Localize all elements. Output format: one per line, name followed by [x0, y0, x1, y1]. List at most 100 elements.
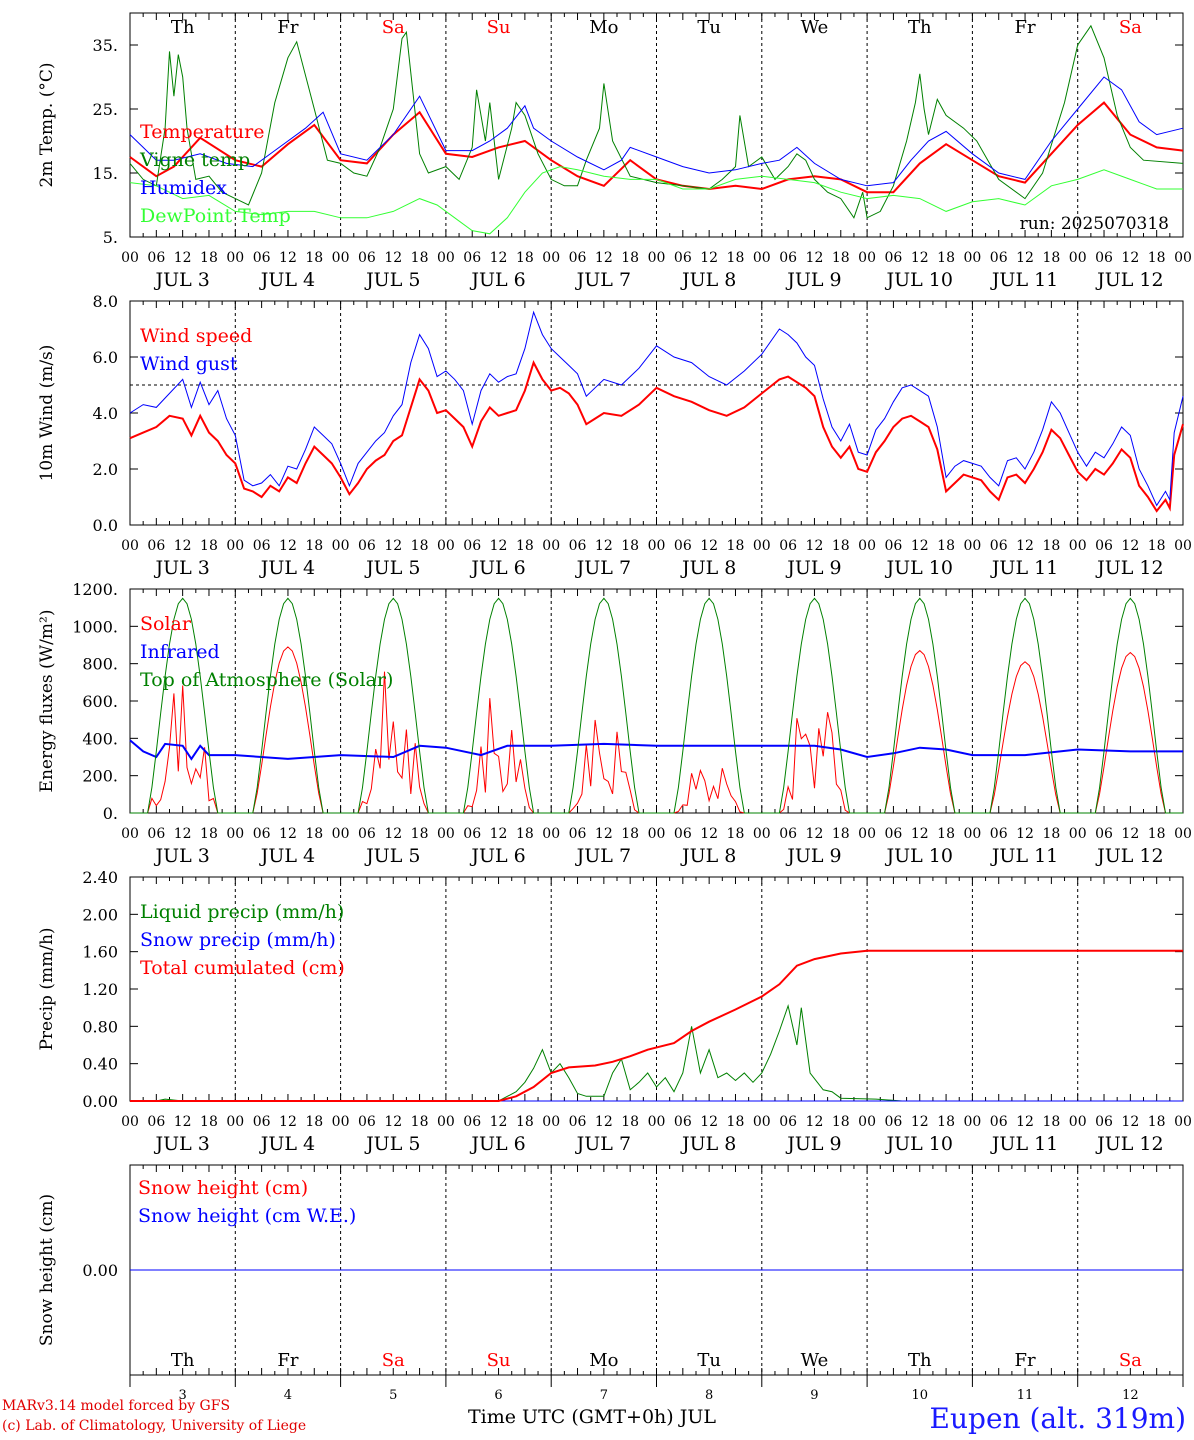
hour-tick-label: 06	[147, 250, 165, 266]
hour-tick-label: 00	[1069, 538, 1087, 554]
hour-tick-label: 00	[226, 1114, 244, 1130]
day-name: Th	[908, 17, 932, 38]
hour-tick-label: 18	[727, 250, 745, 266]
series-line-wind-gust	[129, 310, 1184, 507]
hour-tick-label: 12	[174, 1114, 192, 1130]
y-axis-label: 10m Wind (m/s)	[37, 345, 57, 482]
hour-tick-label: 00	[753, 538, 771, 554]
series-line-vigne-temp	[129, 24, 1184, 219]
hour-tick-label: 00	[648, 538, 666, 554]
y-tick-label: 1200.	[72, 580, 118, 599]
hour-tick-label: 06	[674, 1114, 692, 1130]
date-label: JUL 11	[990, 845, 1058, 867]
date-label: JUL 4	[259, 269, 315, 291]
hour-tick-label: 18	[1148, 538, 1166, 554]
x-axis-label: Time UTC (GMT+0h) JUL	[468, 1406, 716, 1428]
hour-tick-label: 00	[121, 826, 139, 842]
hour-tick-label: 18	[411, 826, 429, 842]
hour-tick-label: 06	[674, 826, 692, 842]
hour-tick-label: 00	[332, 538, 350, 554]
day-name: Fr	[277, 17, 298, 38]
day-name: We	[801, 1350, 829, 1371]
series-line-total-cumulated-cm-	[130, 949, 1183, 1102]
y-tick-label: 2.0	[93, 460, 118, 479]
hour-tick-label: 12	[384, 538, 402, 554]
hour-tick-label: 00	[226, 250, 244, 266]
hour-tick-label: 12	[806, 538, 824, 554]
hour-tick-label: 00	[1174, 826, 1192, 842]
date-number: 12	[1122, 1388, 1139, 1403]
day-name: Tu	[697, 1350, 721, 1371]
hour-tick-label: 12	[384, 1114, 402, 1130]
y-tick-label: 6.0	[93, 348, 118, 367]
hour-tick-label: 12	[595, 826, 613, 842]
hour-tick-label: 12	[1016, 538, 1034, 554]
day-name: Su	[487, 17, 511, 38]
hour-tick-label: 18	[200, 826, 218, 842]
hour-tick-label: 18	[1042, 538, 1060, 554]
hour-tick-label: 12	[490, 250, 508, 266]
y-tick-label: 600.	[82, 692, 118, 711]
hour-tick-label: 06	[358, 1114, 376, 1130]
legend-entry: Snow height (cm)	[138, 1177, 308, 1199]
hour-tick-label: 18	[832, 826, 850, 842]
hour-tick-label: 18	[305, 538, 323, 554]
hour-tick-label: 12	[1016, 250, 1034, 266]
y-tick-label: 0.00	[82, 1092, 118, 1111]
series-line-wind-speed	[129, 359, 1184, 513]
day-name: Fr	[1015, 17, 1036, 38]
hour-tick-label: 18	[305, 1114, 323, 1130]
model-credit: MARv3.14 model forced by GFS	[2, 1398, 231, 1414]
legend-entry: Infrared	[140, 641, 220, 663]
day-name: Su	[487, 1350, 511, 1371]
hour-tick-label: 06	[358, 538, 376, 554]
panel-frame-2	[129, 588, 1184, 814]
y-tick-label: 0.40	[82, 1055, 118, 1074]
hour-tick-label: 18	[516, 1114, 534, 1130]
hour-tick-label: 06	[779, 538, 797, 554]
hour-tick-label: 06	[253, 538, 271, 554]
date-number: 10	[911, 1388, 928, 1403]
station-title: Eupen (alt. 319m)	[929, 1402, 1186, 1435]
day-name: Mo	[589, 17, 618, 38]
date-label: JUL 10	[885, 269, 953, 291]
hour-tick-label: 06	[253, 826, 271, 842]
date-label: JUL 7	[575, 1133, 631, 1155]
hour-tick-label: 00	[121, 1114, 139, 1130]
hour-tick-label: 18	[1042, 1114, 1060, 1130]
hour-tick-label: 18	[621, 538, 639, 554]
hour-tick-label: 06	[463, 1114, 481, 1130]
hour-tick-label: 18	[832, 538, 850, 554]
hour-tick-label: 00	[542, 250, 560, 266]
hour-tick-label: 06	[779, 1114, 797, 1130]
hour-tick-label: 12	[490, 826, 508, 842]
hour-tick-label: 18	[937, 250, 955, 266]
hour-tick-label: 12	[595, 538, 613, 554]
date-label: JUL 7	[575, 845, 631, 867]
legend-entry: DewPoint Temp	[140, 205, 291, 227]
hour-tick-label: 06	[569, 538, 587, 554]
hour-tick-label: 00	[437, 250, 455, 266]
hour-tick-label: 00	[437, 538, 455, 554]
hour-tick-label: 00	[963, 250, 981, 266]
y-tick-label: 200.	[82, 767, 118, 786]
date-label: JUL 5	[364, 1133, 420, 1155]
hour-tick-label: 00	[648, 250, 666, 266]
hour-tick-label: 00	[437, 1114, 455, 1130]
date-label: JUL 3	[153, 845, 209, 867]
hour-tick-label: 18	[1042, 250, 1060, 266]
hour-tick-label: 06	[569, 826, 587, 842]
hour-tick-label: 18	[937, 538, 955, 554]
hour-tick-label: 18	[832, 1114, 850, 1130]
hour-tick-label: 00	[858, 538, 876, 554]
date-label: JUL 9	[785, 557, 841, 579]
run-label: run: 2025070318	[1020, 214, 1169, 234]
hour-tick-label: 18	[621, 1114, 639, 1130]
legend-entry: Vigne temp	[139, 149, 250, 171]
hour-tick-label: 12	[700, 538, 718, 554]
hour-tick-label: 00	[753, 1114, 771, 1130]
y-tick-label: 4.0	[93, 404, 118, 423]
hour-tick-label: 18	[727, 826, 745, 842]
date-label: JUL 9	[785, 845, 841, 867]
legend-entry: Total cumulated (cm)	[140, 957, 345, 979]
